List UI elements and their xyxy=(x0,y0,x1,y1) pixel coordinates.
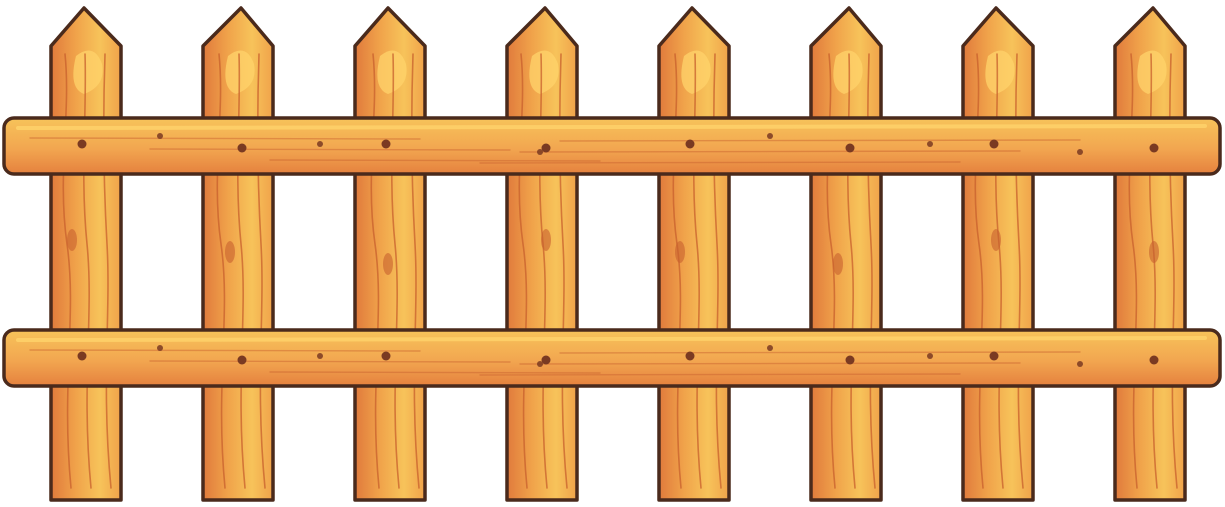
wood-grain xyxy=(102,53,112,489)
picket-6 xyxy=(809,6,883,502)
wood-highlight xyxy=(833,50,863,94)
rail-highlight xyxy=(16,124,1207,130)
nail xyxy=(541,355,551,365)
wood-knot xyxy=(67,229,77,251)
picket-8 xyxy=(1113,6,1187,502)
wood-grain xyxy=(1128,53,1138,489)
rail-grain xyxy=(149,148,1021,153)
wood-knot xyxy=(991,229,1001,251)
wood-grain xyxy=(391,53,400,489)
wood-grain xyxy=(370,53,380,489)
wood-grain xyxy=(83,53,92,489)
wood-knot xyxy=(225,241,235,263)
nail xyxy=(157,133,163,139)
nail xyxy=(317,141,323,147)
picket-2 xyxy=(201,6,275,502)
nail xyxy=(1077,149,1083,155)
nail xyxy=(77,139,87,149)
wood-knot xyxy=(1149,241,1159,263)
wood-grain xyxy=(866,53,876,489)
wood-grain xyxy=(974,53,984,489)
wood-grain xyxy=(847,53,856,489)
picket-3 xyxy=(353,6,427,502)
rail-grain xyxy=(269,159,961,164)
wood-grain xyxy=(410,53,420,489)
nail xyxy=(685,351,695,361)
wood-grain xyxy=(558,53,568,489)
rail-board xyxy=(2,328,1222,388)
rail-grain xyxy=(269,371,961,376)
wood-grain xyxy=(712,53,722,489)
nail xyxy=(927,353,933,359)
pickets-group xyxy=(49,6,1187,502)
wood-grain xyxy=(62,53,72,489)
nail xyxy=(381,351,391,361)
wood-grain xyxy=(518,53,528,489)
nail xyxy=(77,351,87,361)
rail-bottom xyxy=(2,328,1222,388)
wood-grain xyxy=(1014,53,1024,489)
rail-grain xyxy=(149,360,1021,365)
nail xyxy=(767,345,773,351)
picket-4 xyxy=(505,6,579,502)
wood-highlight xyxy=(985,50,1015,94)
wood-knot xyxy=(675,241,685,263)
nail xyxy=(537,361,543,367)
rail-top xyxy=(2,116,1222,176)
nail xyxy=(845,355,855,365)
wood-grain xyxy=(256,53,266,489)
nail xyxy=(237,143,247,153)
wood-grain xyxy=(693,53,702,489)
nail xyxy=(927,141,933,147)
nail xyxy=(381,139,391,149)
nail xyxy=(845,143,855,153)
wood-grain xyxy=(216,53,226,489)
wood-knot xyxy=(541,229,551,251)
picket-1 xyxy=(49,6,123,502)
nail xyxy=(317,353,323,359)
rail-board xyxy=(2,116,1222,176)
wood-highlight xyxy=(73,50,103,94)
nail xyxy=(685,139,695,149)
nail xyxy=(537,149,543,155)
nail xyxy=(541,143,551,153)
nail xyxy=(767,133,773,139)
nail xyxy=(1149,355,1159,365)
nail xyxy=(157,345,163,351)
nail xyxy=(989,139,999,149)
picket-7 xyxy=(961,6,1035,502)
picket-5 xyxy=(657,6,731,502)
rail-highlight xyxy=(16,336,1207,342)
nail xyxy=(1149,143,1159,153)
wood-grain xyxy=(1168,53,1178,489)
nail xyxy=(989,351,999,361)
nail xyxy=(237,355,247,365)
wood-knot xyxy=(833,253,843,275)
wood-grain xyxy=(237,53,246,489)
nail xyxy=(1077,361,1083,367)
wood-knot xyxy=(383,253,393,275)
rails-group xyxy=(2,116,1222,388)
wood-grain xyxy=(826,53,836,489)
wood-highlight xyxy=(529,50,559,94)
wood-highlight xyxy=(377,50,407,94)
